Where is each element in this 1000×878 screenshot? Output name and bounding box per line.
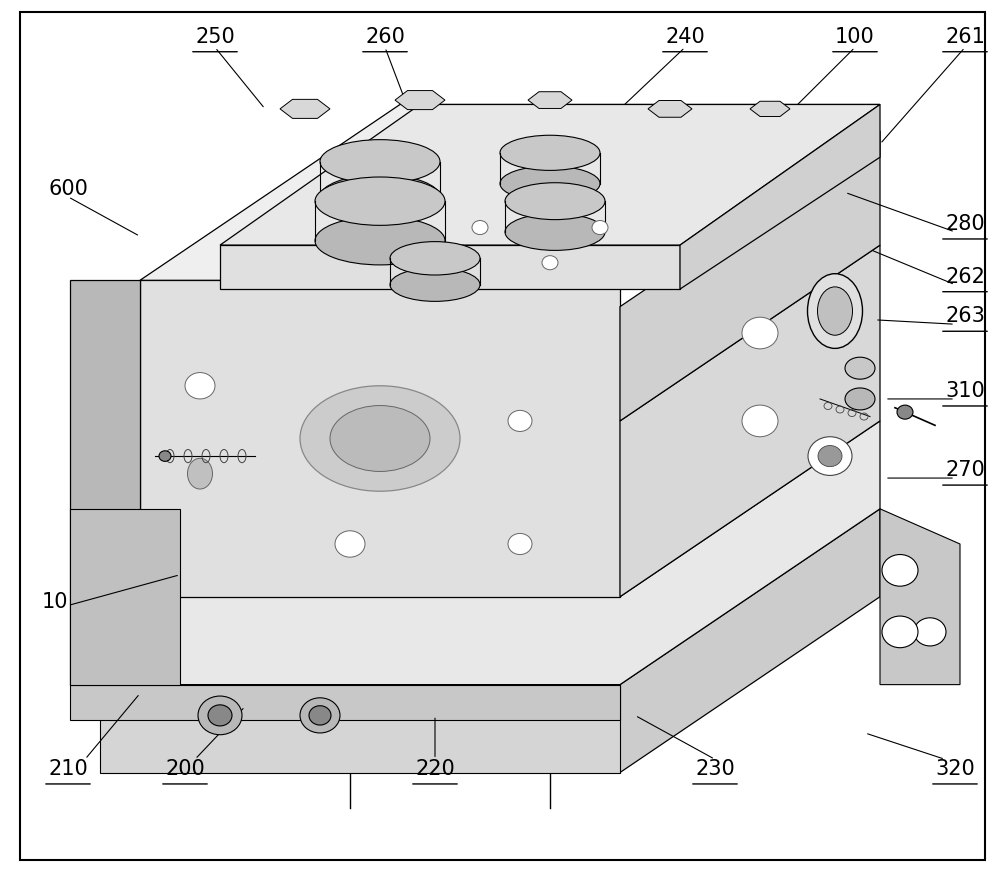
Circle shape xyxy=(185,373,215,399)
Circle shape xyxy=(882,555,918,587)
Polygon shape xyxy=(620,132,880,421)
Ellipse shape xyxy=(390,269,480,302)
Ellipse shape xyxy=(300,386,460,492)
Circle shape xyxy=(882,616,918,648)
Polygon shape xyxy=(70,281,140,597)
Ellipse shape xyxy=(505,184,605,220)
Ellipse shape xyxy=(188,458,212,489)
Ellipse shape xyxy=(500,136,600,171)
Ellipse shape xyxy=(845,388,875,411)
Text: 230: 230 xyxy=(695,759,735,778)
Ellipse shape xyxy=(315,177,445,226)
Circle shape xyxy=(742,406,778,437)
Circle shape xyxy=(300,698,340,733)
Circle shape xyxy=(472,221,488,235)
Text: 280: 280 xyxy=(945,214,985,234)
Ellipse shape xyxy=(845,358,875,380)
Polygon shape xyxy=(100,685,620,773)
Text: 261: 261 xyxy=(945,27,985,47)
Ellipse shape xyxy=(320,176,440,220)
Text: 270: 270 xyxy=(945,460,985,479)
Polygon shape xyxy=(620,246,880,597)
Ellipse shape xyxy=(818,288,852,336)
Circle shape xyxy=(914,618,946,646)
Circle shape xyxy=(592,221,608,235)
Ellipse shape xyxy=(315,218,445,266)
Text: 320: 320 xyxy=(935,759,975,778)
Ellipse shape xyxy=(330,406,430,472)
Polygon shape xyxy=(140,105,880,281)
Polygon shape xyxy=(648,101,692,119)
Text: 310: 310 xyxy=(945,381,985,400)
Circle shape xyxy=(508,534,532,555)
Circle shape xyxy=(808,437,852,476)
Circle shape xyxy=(742,318,778,349)
Polygon shape xyxy=(140,281,620,597)
Text: 10: 10 xyxy=(42,592,68,611)
Polygon shape xyxy=(880,509,960,685)
Text: 260: 260 xyxy=(365,27,405,47)
Text: 200: 200 xyxy=(165,759,205,778)
Polygon shape xyxy=(395,91,445,111)
Text: 263: 263 xyxy=(945,306,985,326)
Circle shape xyxy=(897,406,913,420)
Polygon shape xyxy=(140,421,880,685)
Circle shape xyxy=(309,706,331,725)
Text: 220: 220 xyxy=(415,759,455,778)
Ellipse shape xyxy=(390,242,480,276)
Text: 100: 100 xyxy=(835,27,875,47)
Circle shape xyxy=(542,256,558,270)
Ellipse shape xyxy=(808,274,862,349)
Text: 240: 240 xyxy=(665,27,705,47)
Polygon shape xyxy=(70,597,140,685)
Polygon shape xyxy=(140,509,880,773)
Polygon shape xyxy=(70,685,620,720)
Text: 210: 210 xyxy=(48,759,88,778)
Text: 262: 262 xyxy=(945,267,985,286)
Polygon shape xyxy=(220,246,680,290)
Text: 250: 250 xyxy=(195,27,235,47)
Ellipse shape xyxy=(500,167,600,202)
Polygon shape xyxy=(70,509,180,685)
Polygon shape xyxy=(528,92,572,110)
Circle shape xyxy=(159,451,171,462)
Circle shape xyxy=(508,411,532,432)
Circle shape xyxy=(335,531,365,558)
Circle shape xyxy=(818,446,842,467)
Text: 600: 600 xyxy=(48,179,88,198)
Polygon shape xyxy=(680,105,880,290)
Ellipse shape xyxy=(505,214,605,251)
Polygon shape xyxy=(750,102,790,118)
Circle shape xyxy=(208,705,232,726)
Ellipse shape xyxy=(320,140,440,184)
Polygon shape xyxy=(280,100,330,119)
Circle shape xyxy=(198,696,242,735)
Polygon shape xyxy=(220,105,880,246)
